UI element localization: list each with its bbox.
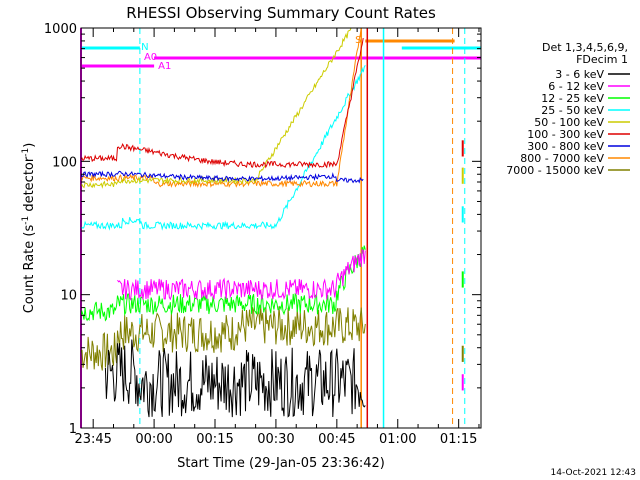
x-axis: 23:45 00:00 00:15 00:30 00:45 01:00 01:15 [74, 28, 480, 447]
series-line [104, 339, 366, 418]
legend-label: 25 - 50 keV [541, 104, 604, 117]
series-line [80, 245, 366, 322]
legend-label: 12 - 25 keV [541, 92, 604, 105]
x-tick-label: 00:45 [318, 432, 355, 447]
series-line [80, 27, 364, 189]
legend-label: 300 - 800 keV [527, 140, 604, 153]
flag-label-s: S [355, 35, 361, 46]
legend-label: 100 - 300 keV [527, 128, 604, 141]
legend-label: 7000 - 15000 keV [506, 164, 604, 177]
series-line [117, 249, 366, 301]
legend-label: 800 - 7000 keV [520, 152, 604, 165]
flag-label-n: N [141, 42, 148, 53]
flag-label-a1: A1 [158, 61, 171, 72]
y-tick-label: 100 [52, 155, 77, 170]
flag-label-a0: A0 [144, 52, 157, 63]
x-tick-label: 00:00 [135, 432, 172, 447]
series-line [80, 38, 364, 169]
series-line [80, 306, 366, 371]
y-axis: 1 10 100 1000 [44, 22, 481, 437]
series-line [80, 170, 364, 184]
legend-label: 50 - 100 keV [534, 116, 604, 129]
legend-label: 3 - 6 keV [555, 68, 604, 81]
y-axis-label: Count Rate (s-1 detector-1) [21, 143, 37, 314]
legend-header: FDecim 1 [576, 53, 628, 66]
legend-label: 6 - 12 keV [548, 80, 604, 93]
series-line [80, 65, 366, 231]
y-tick-label: 1 [69, 422, 77, 437]
x-tick-label: 01:00 [379, 432, 416, 447]
y-tick-label: 10 [60, 289, 77, 304]
plot-series [80, 27, 464, 418]
x-tick-label: 00:30 [257, 432, 294, 447]
y-tick-label: 1000 [44, 22, 77, 37]
x-tick-label: 01:15 [440, 432, 477, 447]
timestamp: 14-Oct-2021 12:43 [551, 468, 636, 478]
plot-frame [80, 27, 482, 429]
x-tick-label: 00:15 [196, 432, 233, 447]
x-tick-label: 23:45 [74, 432, 111, 447]
chart-title: RHESSI Observing Summary Count Rates [126, 4, 436, 22]
legend-header: Det 1,3,4,5,6,9, [542, 41, 628, 54]
x-axis-label: Start Time (29-Jan-05 23:36:42) [177, 456, 385, 471]
